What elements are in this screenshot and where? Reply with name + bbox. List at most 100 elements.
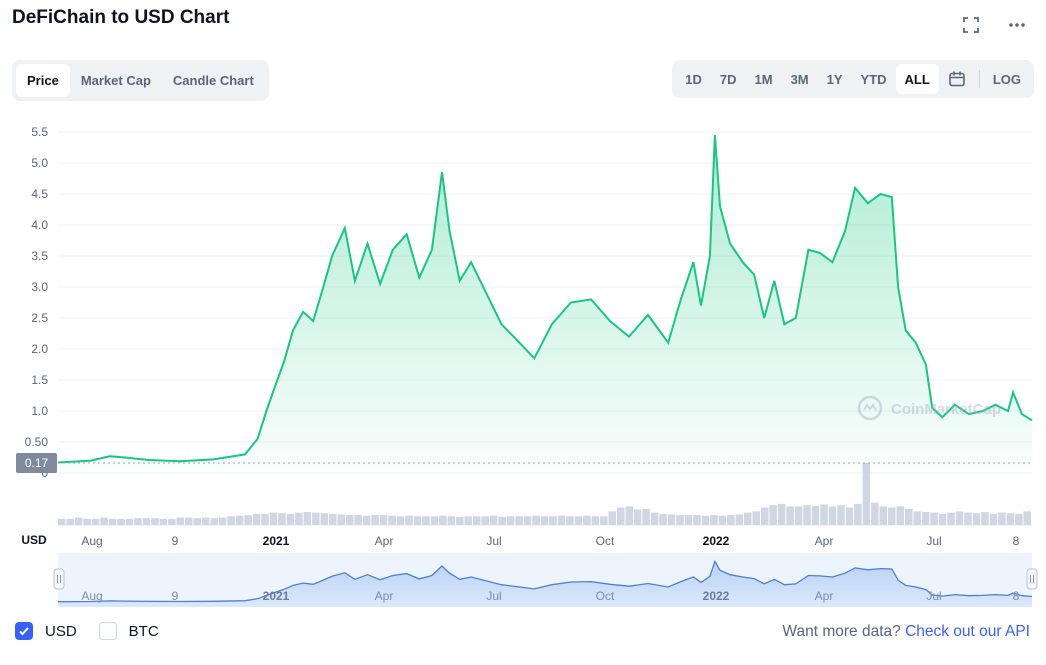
- volume-bar: [422, 516, 430, 525]
- range-navigator[interactable]: Aug 9 2021 Apr Jul Oct 2022 Apr Jul 8: [53, 553, 1038, 607]
- x-tick-label: Jul: [926, 534, 941, 548]
- legend-usd[interactable]: USD: [15, 622, 77, 640]
- checkbox-empty-icon[interactable]: [98, 622, 117, 640]
- x-tick-label: Oct: [596, 534, 615, 548]
- more-icon[interactable]: [1006, 14, 1028, 36]
- volume-bar: [286, 513, 295, 525]
- range-1d[interactable]: 1D: [685, 71, 702, 87]
- price-line: [57, 135, 1033, 464]
- tab-candle-chart[interactable]: Candle Chart: [172, 73, 254, 88]
- volume-bar: [388, 515, 396, 525]
- tab-market-cap[interactable]: Market Cap: [80, 73, 151, 88]
- range-ytd[interactable]: YTD: [860, 71, 887, 87]
- volume-bar: [744, 512, 752, 525]
- calendar-icon[interactable]: [939, 64, 975, 94]
- volume-bar: [481, 516, 489, 525]
- volume-bar: [1006, 513, 1015, 525]
- volume-bar: [862, 463, 871, 525]
- y-tick-label: 1.5: [31, 373, 48, 387]
- volume-bar: [91, 518, 100, 525]
- price-area: [58, 135, 1032, 473]
- volume-bar: [218, 517, 227, 525]
- current-price-badge: 0.17: [16, 453, 57, 473]
- checkbox-checked-icon[interactable]: [15, 622, 33, 640]
- tab-price[interactable]: Price: [16, 64, 70, 97]
- volume-bar: [752, 511, 760, 525]
- volume-bar: [566, 516, 574, 525]
- volume-bar: [244, 515, 252, 525]
- legend-btc[interactable]: BTC: [98, 622, 159, 640]
- volume-bar: [532, 515, 540, 525]
- navigator-handle-left[interactable]: [53, 568, 65, 590]
- navigator-handle-right[interactable]: [1026, 568, 1038, 590]
- api-link[interactable]: Check out our API: [905, 623, 1030, 640]
- volume-bar: [227, 516, 235, 525]
- volume-bar: [642, 508, 650, 525]
- volume-bar: [913, 511, 921, 525]
- volume-bar: [727, 515, 735, 525]
- volume-bar: [193, 518, 201, 525]
- range-divider: [978, 70, 980, 88]
- volume-bar: [142, 518, 151, 525]
- volume-bars: [58, 463, 1031, 525]
- watermark-text: CoinMarketCap: [891, 401, 1001, 418]
- volume-bar: [523, 516, 532, 525]
- volume-bar: [176, 517, 185, 525]
- volume-bar: [464, 516, 472, 525]
- volume-bar: [930, 512, 938, 525]
- range-1y[interactable]: 1Y: [826, 71, 843, 87]
- range-all[interactable]: ALL: [895, 64, 939, 94]
- volume-bar: [777, 503, 786, 525]
- volume-bar: [506, 516, 515, 525]
- volume-bar: [396, 516, 405, 525]
- navigator-tick-label: Jul: [486, 589, 501, 603]
- price-chart[interactable]: 5.55.04.54.03.53.02.52.01.51.00.500 0.17…: [0, 110, 1046, 610]
- range-3m[interactable]: 3M: [790, 71, 809, 87]
- volume-bar: [1023, 511, 1031, 525]
- navigator-area: [58, 561, 1032, 607]
- volume-bar: [202, 517, 210, 525]
- navigator-tick-label: 9: [172, 589, 179, 603]
- fullscreen-icon[interactable]: [960, 14, 982, 36]
- volume-bar: [591, 516, 600, 525]
- volume-bar: [938, 513, 947, 525]
- volume-bar: [540, 516, 549, 525]
- header-actions: [960, 14, 1028, 36]
- x-tick-label: 9: [172, 534, 179, 548]
- volume-bar: [1015, 513, 1023, 525]
- volume-bar: [362, 515, 371, 525]
- volume-bar: [405, 515, 413, 525]
- log-scale-toggle[interactable]: LOG: [992, 71, 1021, 87]
- volume-bar: [252, 513, 261, 525]
- volume-bar: [845, 507, 854, 525]
- volume-bar: [837, 505, 845, 525]
- range-7d[interactable]: 7D: [719, 71, 737, 87]
- api-promo: Want more data? Check out our API: [782, 623, 1030, 641]
- volume-bar: [320, 513, 329, 525]
- volume-bar: [803, 505, 811, 525]
- watermark: CoinMarketCap: [857, 395, 1001, 421]
- x-tick-label: Aug: [81, 534, 102, 548]
- volume-bar: [337, 514, 345, 525]
- volume-bar: [955, 511, 964, 525]
- volume-bar: [117, 518, 125, 525]
- volume-bar: [583, 515, 591, 525]
- volume-bar: [210, 518, 218, 525]
- legend-btc-label: BTC: [128, 622, 159, 640]
- y-tick-label: 2.5: [31, 311, 48, 325]
- chart-legend: USD BTC: [15, 622, 159, 640]
- navigator-tick-label: Oct: [596, 589, 615, 603]
- volume-bar: [769, 505, 777, 525]
- volume-bar: [151, 518, 159, 525]
- volume-bar: [972, 513, 981, 525]
- volume-bar: [947, 512, 955, 525]
- volume-bar: [456, 516, 464, 525]
- navigator-line: [57, 559, 1033, 603]
- volume-bar: [549, 516, 557, 525]
- volume-bar: [964, 512, 972, 525]
- volume-bar: [83, 518, 91, 525]
- volume-bar: [346, 515, 354, 525]
- volume-bar: [329, 513, 337, 525]
- volume-bar: [879, 506, 887, 525]
- range-1m[interactable]: 1M: [754, 71, 773, 87]
